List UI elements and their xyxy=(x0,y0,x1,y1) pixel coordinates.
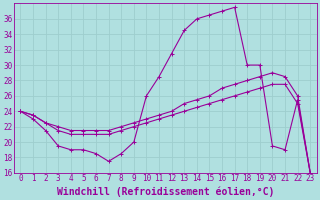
X-axis label: Windchill (Refroidissement éolien,°C): Windchill (Refroidissement éolien,°C) xyxy=(57,186,274,197)
